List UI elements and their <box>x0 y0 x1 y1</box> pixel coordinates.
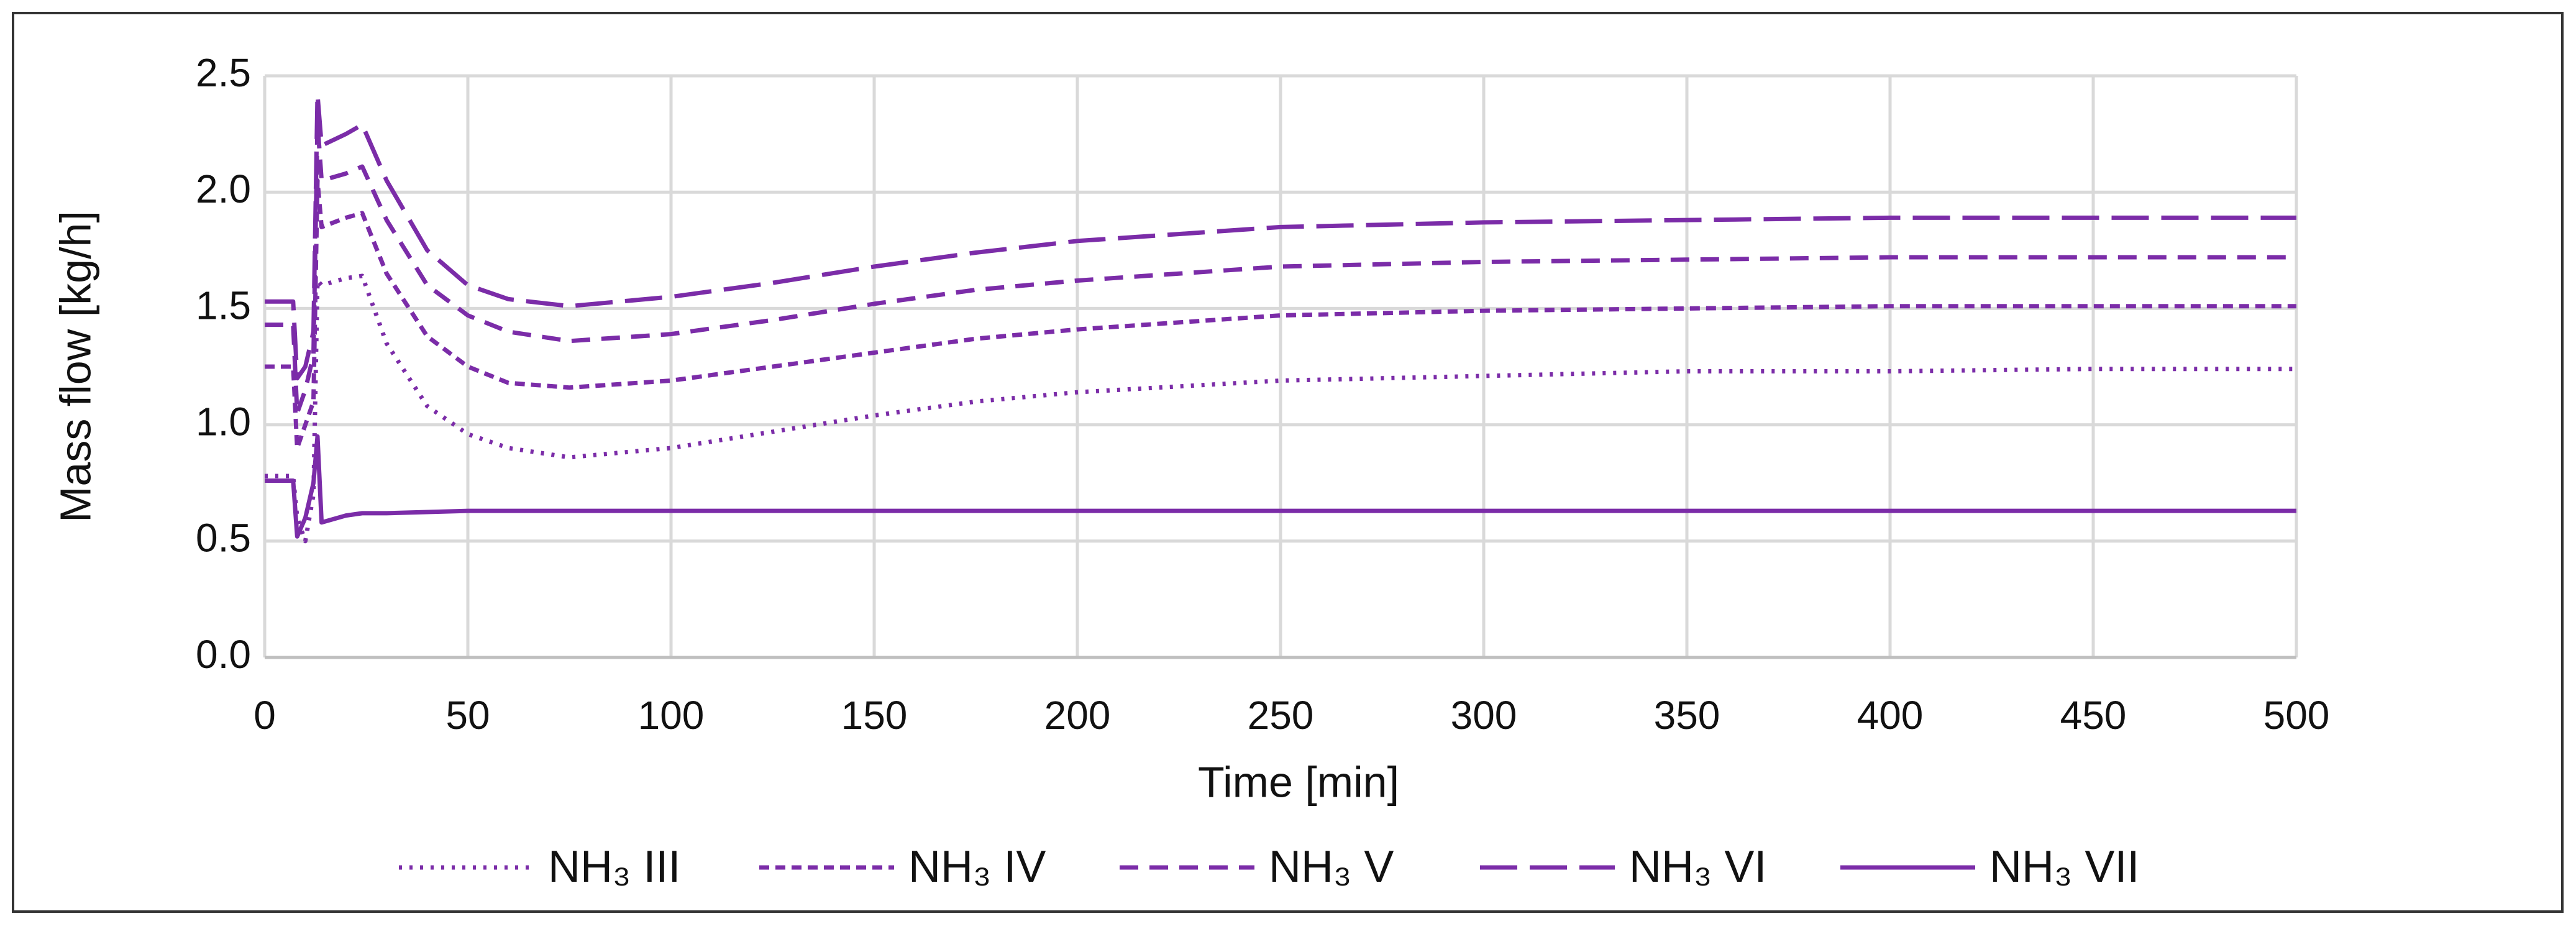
x-tick-label: 100 <box>638 693 705 738</box>
chart-border <box>12 12 2564 913</box>
legend-label: NH₃ III <box>548 842 680 892</box>
x-tick-label: 450 <box>2060 693 2127 738</box>
x-axis-title: Time [min] <box>1198 757 1399 806</box>
x-tick-label: 50 <box>445 693 490 738</box>
legend-label: NH₃ IV <box>908 842 1046 892</box>
y-tick-label: 2.0 <box>196 167 251 211</box>
legend-label: NH₃ VI <box>1629 842 1766 892</box>
x-tick-label: 250 <box>1248 693 1314 738</box>
legend-label: NH₃ VII <box>1989 842 2139 892</box>
x-tick-label: 0 <box>253 693 276 738</box>
data-line <box>265 92 2296 381</box>
x-tick-label: 400 <box>1857 693 1924 738</box>
x-tick-label: 500 <box>2263 693 2330 738</box>
x-tick-label: 150 <box>841 693 908 738</box>
y-tick-label: 0.5 <box>196 516 251 561</box>
y-tick-label: 0.0 <box>196 632 251 677</box>
legend-label: NH₃ V <box>1269 842 1394 892</box>
y-tick-label: 1.0 <box>196 400 251 444</box>
y-tick-label: 1.5 <box>196 283 251 327</box>
x-tick-label: 200 <box>1044 693 1111 738</box>
x-tick-label: 350 <box>1654 693 1720 738</box>
data-line <box>265 434 2296 539</box>
y-tick-label: 2.5 <box>196 50 251 95</box>
y-axis-title: Mass flow [kg/h] <box>51 211 99 523</box>
x-tick-label: 300 <box>1451 693 1517 738</box>
data-line <box>265 178 2296 451</box>
